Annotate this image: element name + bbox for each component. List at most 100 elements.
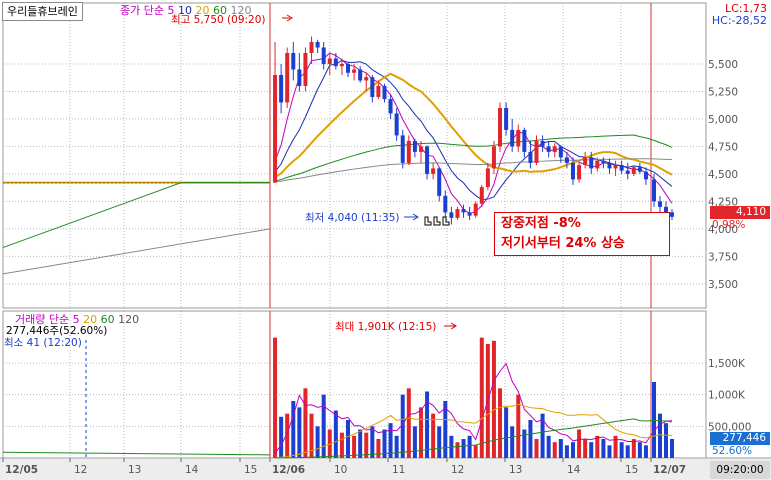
volume-bar [352,435,357,458]
volume-bar [577,429,582,458]
volume-bar [510,426,515,458]
candle-body [589,157,594,169]
price-legend-label: 종가 단순 [120,4,164,17]
time-tick-label: 12/06 [272,464,305,476]
candle-body [346,63,351,73]
volume-bar [370,426,375,458]
candle-body [321,47,326,64]
candle-body [455,209,460,218]
chart-annotations: 최고 5,750 (09:20) 최저 4,040 (11:35) 최대 1,901… [4,14,457,458]
candle-body [376,85,381,97]
volume-bar [643,445,648,458]
volume-bar [564,445,569,458]
time-tick-label: 12 [451,464,464,476]
ma60-line [274,134,673,182]
time-tick-label: 13 [128,464,141,476]
volume-bar [473,445,478,458]
hand-pointer-icon [433,216,441,226]
candle-body [652,179,656,202]
volume-bar [558,439,563,458]
candle-body [303,52,308,86]
candle-body [370,77,375,97]
volume-tick-label: 1,000K [708,390,746,402]
stock-name-box[interactable]: 우리들휴브레인 [2,2,83,21]
candle-body [510,129,515,147]
candle-body [394,113,399,136]
price-tick-label: 5,500 [708,59,738,71]
current-time: 09:20:00 [716,464,764,476]
candle-body [534,140,539,163]
current-price: 4,110 [735,206,766,218]
ma120-prior-line [2,228,271,275]
candle-body [382,85,387,100]
volume-legend: 거래량 단순 5 20 60 120 [15,312,139,327]
candle-body [613,165,618,169]
volume-bar [670,439,674,458]
time-tick-label: 10 [334,464,347,476]
low-annotation: 최저 4,040 (11:35) [305,212,400,224]
volume-bar [297,407,302,458]
volume-bar [455,442,460,458]
vol-max-annotation: 최대 1,901K (12:15) [335,321,436,333]
legend-ma20: 20 [195,4,210,17]
candle-body [279,74,284,103]
note-line-1: 장중저점 -8% [501,216,581,231]
volume-bar [358,429,363,458]
annotation-note: 장중저점 -8% 저기서부터 24% 상승 [494,212,670,256]
candle-body [546,146,551,152]
volume-bar [504,407,509,458]
volume-bar [498,388,503,458]
price-legend: 종가 단순 5 10 20 60 120 [120,3,251,18]
volume-bar [285,413,290,458]
price-tick-label: 5,000 [708,114,738,126]
legend-ma5: 5 [167,4,175,17]
volume-bar [516,394,521,458]
volume-bar [534,439,539,458]
ma60-prior-line [2,182,270,249]
volume-bar [528,420,533,458]
vol-current-annotation: 277,446주(52.60%) [6,325,107,337]
candle-body [388,99,393,114]
volume-bar [303,388,308,458]
time-tick-label: 12/07 [653,464,686,476]
legend-ma60: 60 [212,4,227,17]
candle-body [637,167,642,172]
candle-body [522,129,527,152]
legend-ma120: 120 [230,4,252,17]
note-line-2: 저기서부터 24% 상승 [501,236,625,251]
candle-body [327,58,332,64]
volume-bar [443,401,448,458]
vol-legend-ma5: 5 [72,313,80,326]
volume-bar [437,426,442,458]
candle-body [418,146,423,152]
time-tick-label: 14 [567,464,581,476]
volume-bar [376,439,381,458]
time-tick-label: 15 [244,464,257,476]
candle-body [631,167,636,174]
candle-body [412,140,417,152]
ma120-line [274,158,673,183]
volume-legend-label: 거래량 단순 [15,313,70,326]
candle-body [315,41,320,48]
candle-body [285,52,290,103]
volume-bar-series [273,337,674,458]
vol-legend-ma20: 20 [83,313,98,326]
volume-bar [637,442,642,458]
volume-bar [333,410,338,458]
candle-body [552,146,557,152]
volume-bar [540,413,545,458]
volume-bar [552,442,557,458]
candle-body [577,165,582,180]
volume-bar [467,435,472,458]
high-annotation: 최고 5,750 (09:20) [171,14,266,26]
candle-body [437,168,442,196]
volume-bar [461,439,466,458]
candle-body [485,168,490,188]
current-volume: 277,446 [722,432,766,444]
volume-bar [619,442,624,458]
volume-ma60-prior [2,451,271,456]
current-price-box: 4,110 [710,206,770,219]
candle-body [467,212,472,216]
volume-bar [601,439,606,458]
candle-body [670,212,674,217]
